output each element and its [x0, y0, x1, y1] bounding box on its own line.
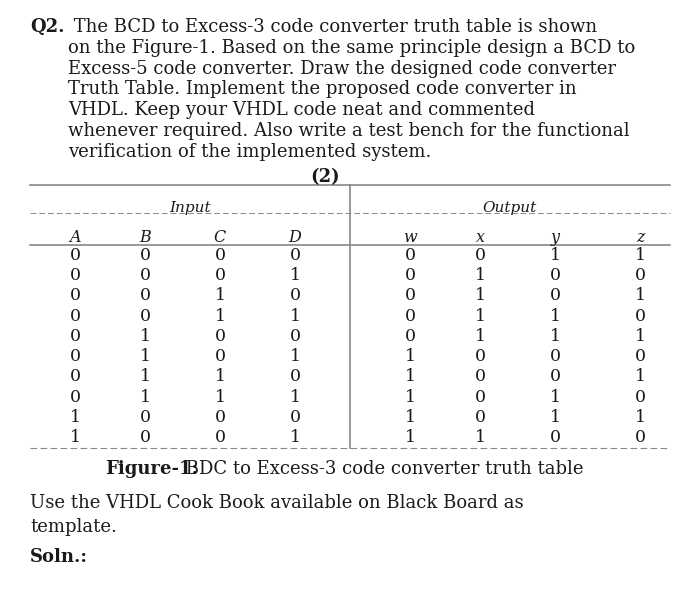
Text: y: y [550, 229, 559, 246]
Text: 1: 1 [475, 287, 486, 304]
Text: 1: 1 [290, 267, 300, 284]
Text: 0: 0 [550, 368, 561, 386]
Text: 0: 0 [634, 348, 645, 365]
Text: 1: 1 [550, 328, 561, 345]
Text: 0: 0 [475, 247, 486, 264]
Text: 1: 1 [139, 389, 150, 406]
Text: 0: 0 [290, 368, 300, 386]
Text: Figure-1:: Figure-1: [105, 460, 198, 478]
Text: 1: 1 [290, 307, 300, 325]
Text: 0: 0 [214, 348, 225, 365]
Text: 1: 1 [214, 287, 225, 304]
Text: Use the VHDL Cook Book available on Black Board as: Use the VHDL Cook Book available on Blac… [30, 494, 524, 512]
Text: 0: 0 [634, 429, 645, 447]
Text: 0: 0 [214, 409, 225, 426]
Text: z: z [636, 229, 644, 246]
Text: 1: 1 [550, 389, 561, 406]
Text: 0: 0 [634, 389, 645, 406]
Text: 1: 1 [139, 328, 150, 345]
Text: D: D [288, 229, 302, 246]
Text: 0: 0 [69, 267, 80, 284]
Text: 0: 0 [139, 429, 150, 447]
Text: 1: 1 [290, 429, 300, 447]
Text: A: A [69, 229, 80, 246]
Text: Output: Output [483, 201, 537, 215]
Text: 1: 1 [475, 267, 486, 284]
Text: 1: 1 [290, 389, 300, 406]
Text: 0: 0 [475, 368, 486, 386]
Text: 1: 1 [634, 247, 645, 264]
Text: 0: 0 [550, 348, 561, 365]
Text: 0: 0 [69, 287, 80, 304]
Text: 0: 0 [405, 307, 416, 325]
Text: 0: 0 [139, 409, 150, 426]
Text: 0: 0 [139, 267, 150, 284]
Text: x: x [475, 229, 484, 246]
Text: 0: 0 [139, 307, 150, 325]
Text: 1: 1 [139, 368, 150, 386]
Text: 1: 1 [475, 328, 486, 345]
Text: 0: 0 [139, 247, 150, 264]
Text: 0: 0 [69, 348, 80, 365]
Text: 1: 1 [550, 409, 561, 426]
Text: 0: 0 [405, 247, 416, 264]
Text: 0: 0 [550, 267, 561, 284]
Text: 1: 1 [214, 368, 225, 386]
Text: 0: 0 [550, 287, 561, 304]
Text: 1: 1 [550, 247, 561, 264]
Text: 1: 1 [634, 368, 645, 386]
Text: 1: 1 [405, 368, 416, 386]
Text: 0: 0 [214, 247, 225, 264]
Text: 1: 1 [634, 287, 645, 304]
Text: w: w [403, 229, 417, 246]
Text: (2): (2) [310, 168, 340, 186]
Text: 0: 0 [290, 287, 300, 304]
Text: 0: 0 [290, 328, 300, 345]
Text: Soln.:: Soln.: [30, 548, 88, 566]
Text: 1: 1 [634, 328, 645, 345]
Text: The BCD to Excess-3 code converter truth table is shown
on the Figure-1. Based o: The BCD to Excess-3 code converter truth… [68, 18, 636, 161]
Text: 1: 1 [475, 429, 486, 447]
Text: 0: 0 [214, 429, 225, 447]
Text: 1: 1 [405, 429, 416, 447]
Text: 0: 0 [214, 328, 225, 345]
Text: template.: template. [30, 518, 117, 536]
Text: 0: 0 [214, 267, 225, 284]
Text: 0: 0 [405, 328, 416, 345]
Text: 1: 1 [69, 429, 80, 447]
Text: C: C [214, 229, 226, 246]
Text: 1: 1 [69, 409, 80, 426]
Text: 0: 0 [69, 247, 80, 264]
Text: Q2.: Q2. [30, 18, 64, 36]
Text: 0: 0 [69, 389, 80, 406]
Text: 1: 1 [139, 348, 150, 365]
Text: B: B [139, 229, 151, 246]
Text: 0: 0 [290, 247, 300, 264]
Text: 1: 1 [405, 389, 416, 406]
Text: 0: 0 [69, 368, 80, 386]
Text: 1: 1 [550, 307, 561, 325]
Text: 1: 1 [405, 348, 416, 365]
Text: 0: 0 [634, 267, 645, 284]
Text: 0: 0 [475, 389, 486, 406]
Text: 0: 0 [550, 429, 561, 447]
Text: 1: 1 [634, 409, 645, 426]
Text: 1: 1 [290, 348, 300, 365]
Text: 0: 0 [634, 307, 645, 325]
Text: BDC to Excess-3 code converter truth table: BDC to Excess-3 code converter truth tab… [180, 460, 584, 478]
Text: Input: Input [169, 201, 211, 215]
Text: 1: 1 [214, 389, 225, 406]
Text: 1: 1 [214, 307, 225, 325]
Text: 0: 0 [475, 348, 486, 365]
Text: 0: 0 [69, 307, 80, 325]
Text: 1: 1 [405, 409, 416, 426]
Text: 1: 1 [475, 307, 486, 325]
Text: 0: 0 [139, 287, 150, 304]
Text: 0: 0 [405, 287, 416, 304]
Text: 0: 0 [405, 267, 416, 284]
Text: 0: 0 [290, 409, 300, 426]
Text: 0: 0 [69, 328, 80, 345]
Text: 0: 0 [475, 409, 486, 426]
